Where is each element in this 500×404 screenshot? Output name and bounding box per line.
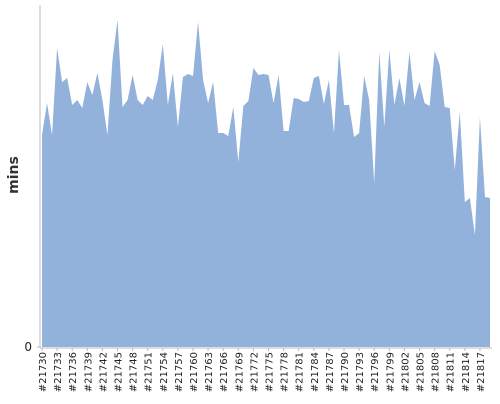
y-axis-label: mins (6, 156, 22, 194)
x-tick-label: #21766 (219, 352, 230, 392)
x-tick-label: #21733 (53, 352, 64, 392)
x-tick-label: #21784 (310, 352, 321, 392)
x-tick-label: #21802 (400, 352, 411, 392)
x-tick-label: #21805 (416, 352, 427, 392)
x-tick-label: #21739 (83, 352, 94, 392)
x-tick-label: #21796 (370, 352, 381, 392)
x-tick-label: #21778 (280, 352, 291, 392)
x-tick-label: #21751 (144, 352, 155, 392)
x-tick-label: #21811 (446, 352, 457, 392)
x-tick-label: #21769 (234, 352, 245, 392)
y-tick-label: 0 (24, 340, 32, 354)
x-tick-label: #21760 (189, 352, 200, 392)
x-tick-label: #21772 (249, 352, 260, 392)
x-tick-label: #21781 (295, 352, 306, 392)
x-tick-label: #21745 (114, 352, 125, 392)
x-tick-label: #21790 (340, 352, 351, 392)
x-tick-label: #21814 (461, 352, 472, 392)
x-tick-label: #21799 (385, 352, 396, 392)
x-tick-label: #21730 (38, 352, 49, 392)
x-tick-label: #21817 (476, 352, 487, 392)
x-tick-label: #21742 (98, 352, 109, 392)
x-tick-label: #21748 (129, 352, 140, 392)
x-tick-label: #21775 (265, 352, 276, 392)
x-tick-label: #21757 (174, 352, 185, 392)
x-tick-label: #21736 (68, 352, 79, 392)
x-tick-label: #21763 (204, 352, 215, 392)
area (42, 20, 490, 347)
x-tick-label: #21793 (355, 352, 366, 392)
x-tick-label: #21754 (159, 352, 170, 392)
x-tick-label: #21787 (325, 352, 336, 392)
x-tick-label: #21808 (431, 352, 442, 392)
